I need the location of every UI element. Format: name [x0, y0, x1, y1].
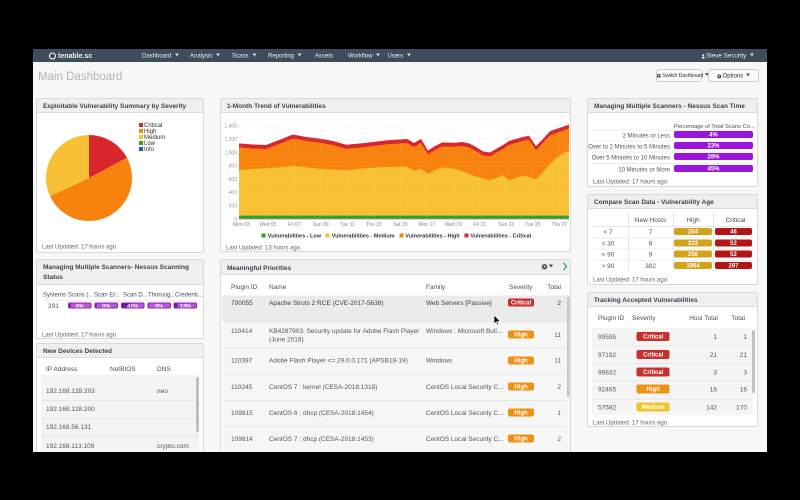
svg-text:Tue 11: Tue 11	[340, 222, 355, 228]
svg-text:Sun 23: Sun 23	[498, 222, 514, 228]
svg-text:400: 400	[229, 190, 238, 196]
svg-text:0: 0	[234, 217, 237, 223]
svg-text:Thu 27: Thu 27	[552, 222, 568, 228]
svg-text:Fri 21: Fri 21	[473, 222, 486, 228]
svg-text:Sun 09: Sun 09	[313, 222, 329, 228]
svg-text:1,200: 1,200	[224, 137, 237, 143]
svg-text:800: 800	[229, 164, 238, 170]
svg-text:Fri 07: Fri 07	[288, 222, 301, 228]
svg-text:Mon 17: Mon 17	[418, 222, 435, 228]
svg-text:200: 200	[229, 204, 238, 210]
svg-text:Sat 15: Sat 15	[393, 222, 408, 228]
svg-text:Wed 19: Wed 19	[445, 222, 462, 228]
svg-text:Wed 05: Wed 05	[259, 222, 276, 228]
svg-text:Mon 03: Mon 03	[233, 222, 250, 228]
svg-text:1,000: 1,000	[224, 150, 237, 156]
svg-text:600: 600	[229, 177, 238, 183]
svg-text:1,400: 1,400	[224, 124, 237, 130]
svg-text:Tue 25: Tue 25	[525, 222, 541, 228]
svg-text:Thu 13: Thu 13	[366, 222, 382, 228]
